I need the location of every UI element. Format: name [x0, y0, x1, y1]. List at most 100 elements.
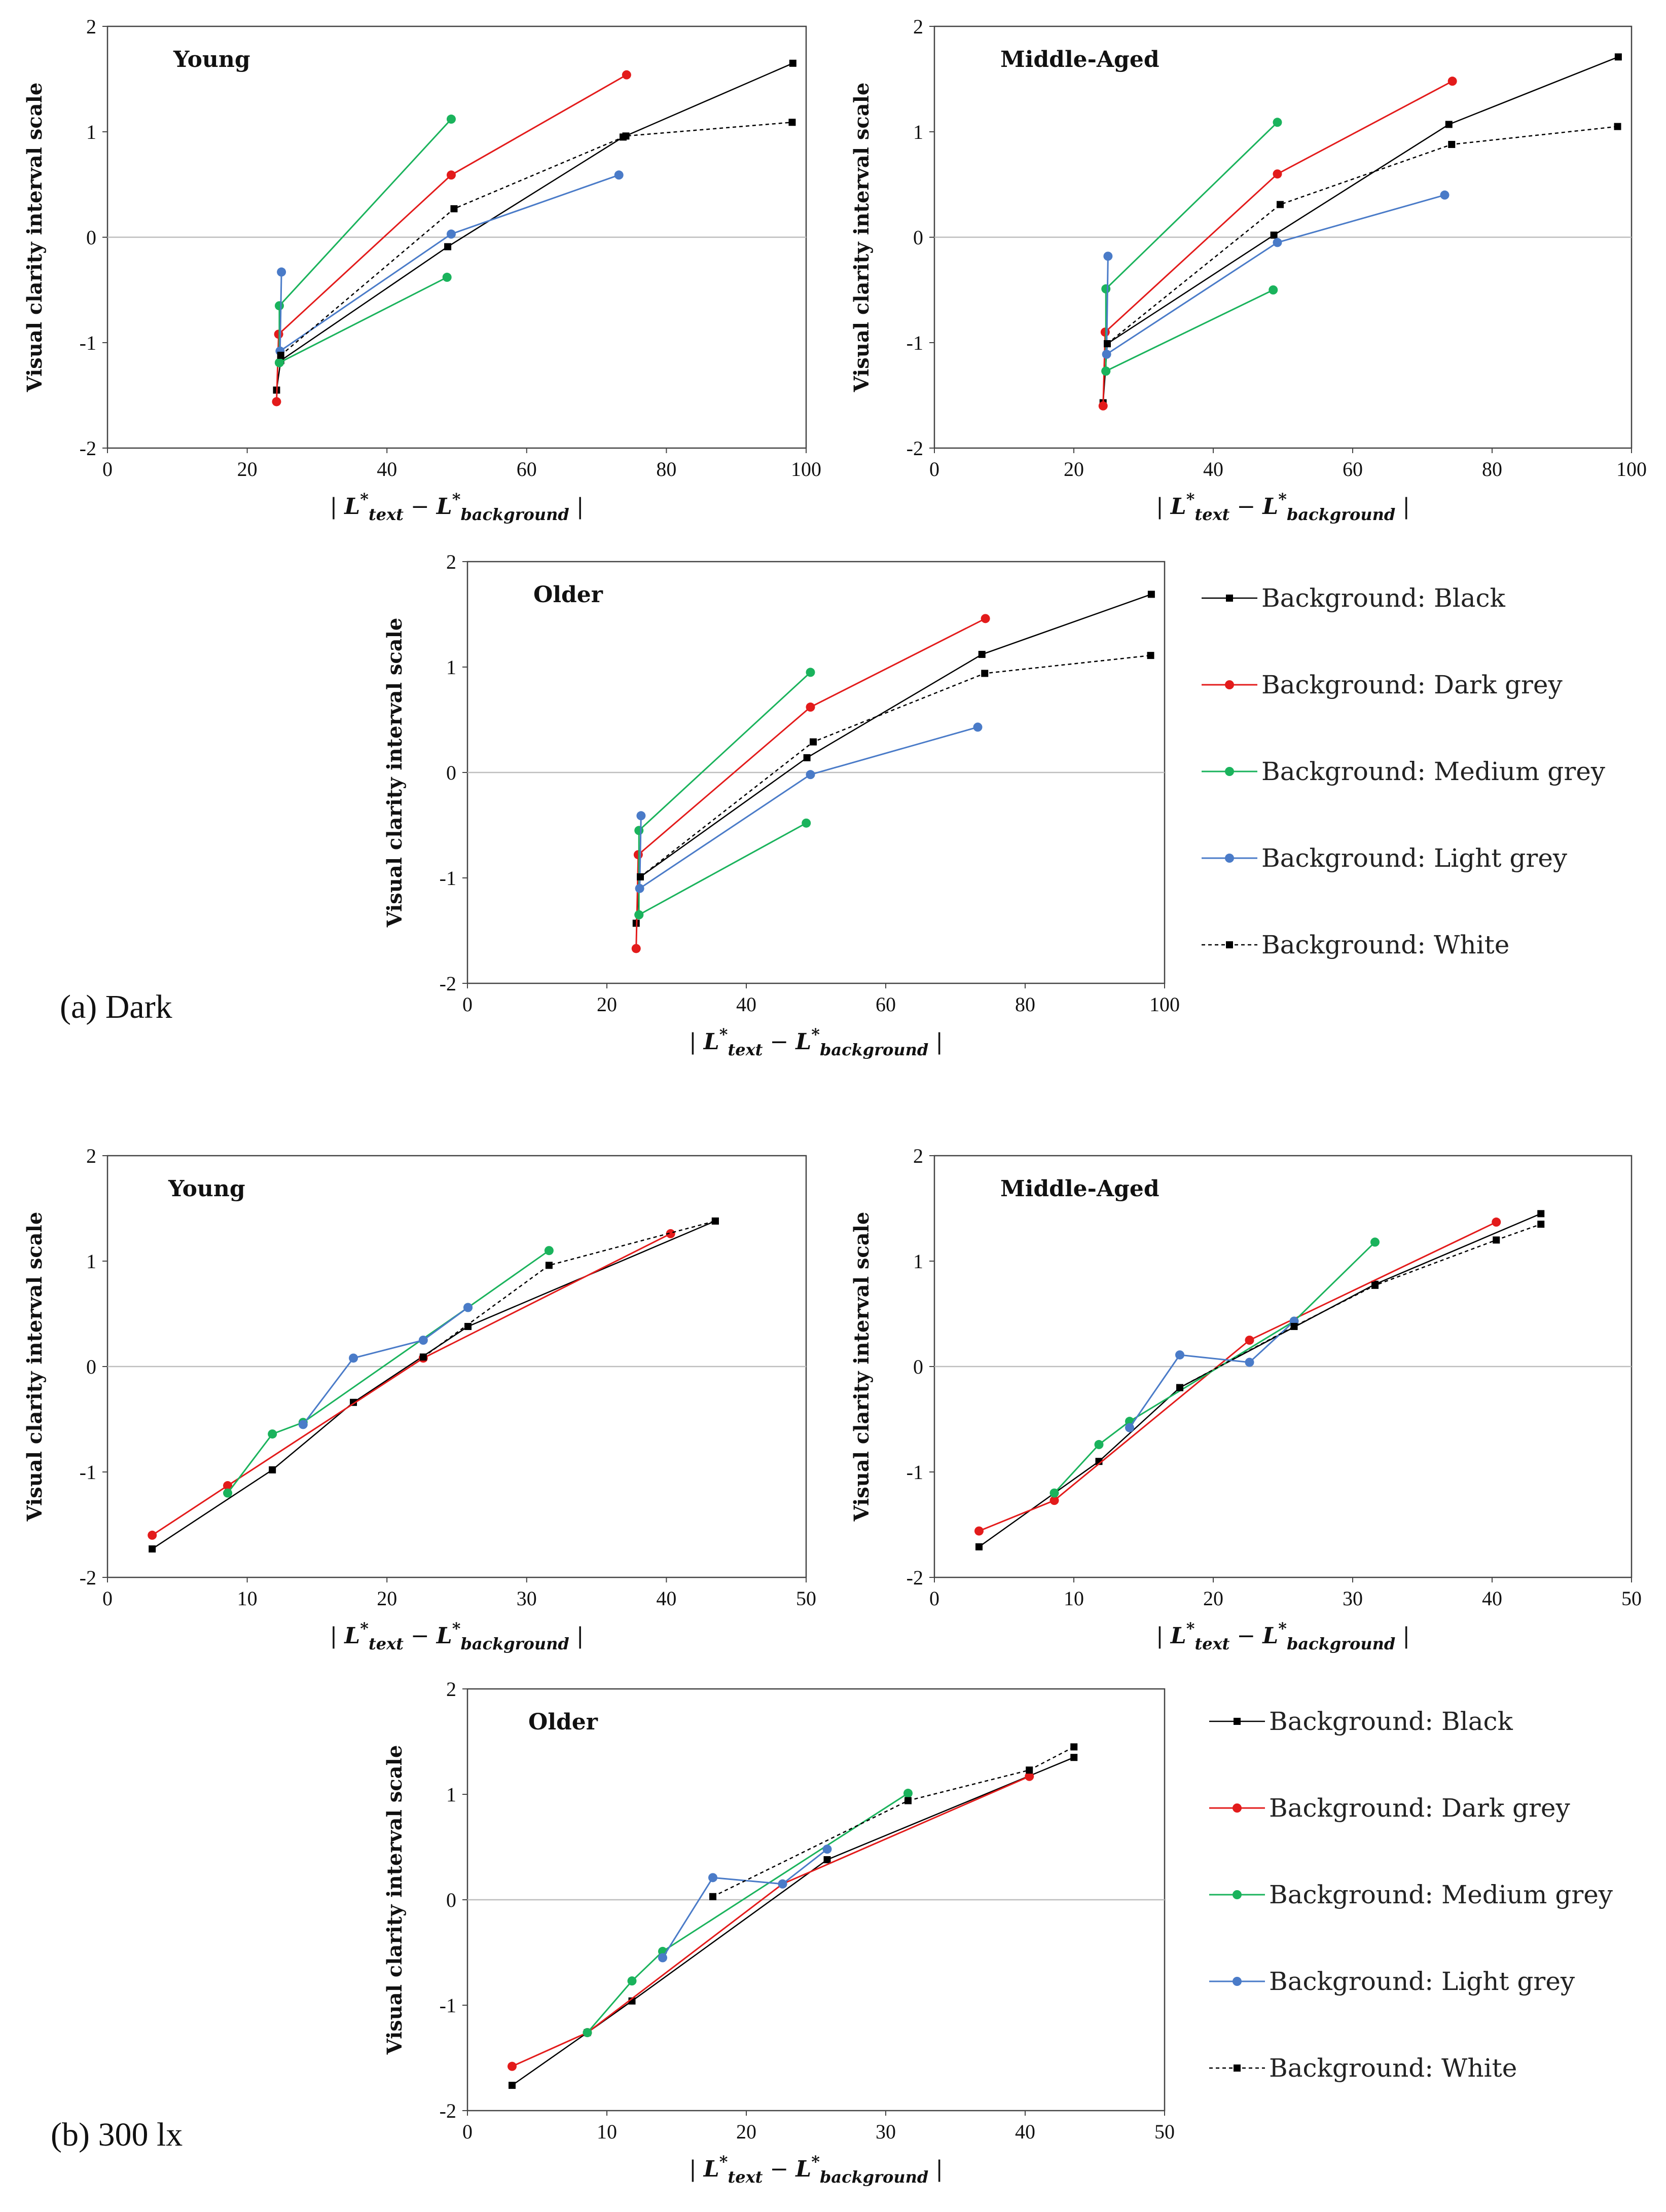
- legend-item-background-white: Background: White: [1202, 930, 1509, 960]
- x-axis-label: | L*text − L*background |: [1156, 490, 1410, 524]
- series-background-medium-grey: [223, 1246, 554, 1498]
- x-axis-label-part: text: [369, 1634, 404, 1653]
- series-line: [278, 119, 452, 363]
- data-point: [1101, 284, 1111, 293]
- x-tick-label: 20: [1203, 1587, 1223, 1610]
- x-axis-label-part: *: [452, 490, 461, 509]
- y-tick-label: -2: [440, 2099, 456, 2122]
- y-tick-label: -2: [907, 437, 923, 460]
- series-line: [587, 1792, 909, 2034]
- data-point: [442, 273, 452, 282]
- series-background-black: [1099, 53, 1622, 407]
- series-line-branch: [279, 276, 448, 363]
- series-background-white: [709, 1743, 1078, 1900]
- x-tick-label: 0: [102, 1587, 113, 1610]
- chart-panel-3: 0 20 40 60 80 100 -2 -1 0 1 2 Visual clarity interv…: [383, 550, 1180, 1059]
- data-point: [277, 351, 284, 359]
- series-background-medium-grey: [1101, 118, 1282, 376]
- y-axis-label: Visual clarity interval scale: [383, 1745, 407, 2055]
- y-tick-label: 2: [913, 1145, 923, 1167]
- x-tick-label: 20: [597, 993, 617, 1016]
- x-tick-label: 40: [656, 1587, 676, 1610]
- legend-swatch-marker: [1233, 1803, 1242, 1813]
- y-tick-label: 2: [446, 1678, 456, 1701]
- data-point: [708, 1873, 717, 1883]
- data-point: [975, 1543, 983, 1551]
- data-point: [274, 358, 284, 367]
- data-point: [446, 229, 456, 239]
- x-tick-label: 40: [1203, 458, 1223, 481]
- data-point: [788, 119, 796, 126]
- y-tick-label: -1: [80, 1461, 96, 1484]
- legend-label: Background: Light grey: [1269, 1967, 1575, 1996]
- data-point: [981, 670, 989, 677]
- series-line: [1129, 1320, 1295, 1428]
- x-tick-label: 20: [1064, 458, 1084, 481]
- data-point: [903, 1788, 913, 1798]
- x-tick-label: 40: [1482, 1587, 1502, 1610]
- data-point: [973, 722, 983, 732]
- x-tick-label: 60: [517, 458, 537, 481]
- x-axis-label: | L*text − L*background |: [689, 2152, 943, 2187]
- x-axis-label-part: background: [1287, 1634, 1395, 1653]
- x-axis-label-part: |: [1156, 1623, 1171, 1649]
- legend-2: Background: Black Background: Dark grey Ba…: [1209, 1707, 1613, 2083]
- legend-swatch-marker: [1234, 2064, 1241, 2072]
- series-line: [275, 74, 627, 402]
- chart-panel-1: 0 20 40 60 80 100 -2 -1 0 1 2 Visual clarity interv…: [23, 15, 821, 524]
- x-axis-label-part: L: [436, 1623, 452, 1649]
- series-line: [662, 1848, 828, 1959]
- section-label-dark: (a) Dark: [60, 988, 172, 1025]
- panel-title: Young: [173, 47, 250, 72]
- data-point: [1049, 1488, 1059, 1498]
- series-line: [512, 1776, 1030, 2068]
- series-background-light-grey: [298, 1303, 473, 1429]
- data-point: [1245, 1336, 1254, 1345]
- y-tick-label: 2: [86, 15, 96, 38]
- data-point: [806, 703, 815, 712]
- x-axis-label-part: *: [360, 1619, 369, 1638]
- x-axis-label-part: L: [794, 2156, 811, 2182]
- y-tick-label: 2: [446, 550, 456, 573]
- x-axis-label: | L*text − L*background |: [330, 490, 584, 524]
- series-background-black: [975, 1210, 1545, 1551]
- data-point: [349, 1353, 358, 1363]
- x-tick-label: 40: [736, 993, 756, 1016]
- chart-panel-2: 0 20 40 60 80 100 -2 -1 0 1 2 Visual clarity interv…: [850, 15, 1647, 524]
- data-point: [636, 811, 646, 821]
- data-point: [1614, 123, 1621, 130]
- data-point: [778, 1879, 787, 1889]
- data-point: [298, 1420, 308, 1429]
- legend-item-background-light-grey: Background: Light grey: [1202, 843, 1568, 873]
- x-axis-label-part: background: [820, 1040, 928, 1059]
- data-point: [1103, 251, 1113, 261]
- data-point: [1147, 652, 1154, 659]
- legend-item-background-medium-grey: Background: Medium grey: [1202, 757, 1606, 786]
- y-tick-label: 0: [86, 226, 96, 249]
- data-point: [583, 2028, 592, 2038]
- x-axis-label-part: L: [343, 494, 360, 520]
- data-point: [1176, 1384, 1183, 1391]
- series-background-dark-grey: [508, 1772, 1034, 2071]
- x-axis-label-part: −: [763, 1029, 795, 1055]
- x-tick-label: 80: [1482, 458, 1502, 481]
- series-line: [1054, 1241, 1376, 1494]
- panel-title: Middle-Aged: [1000, 47, 1160, 72]
- x-axis-label-part: *: [452, 1619, 461, 1638]
- series-background-light-grey: [1102, 190, 1450, 359]
- legend-1: Background: Black Background: Dark grey Ba…: [1202, 583, 1606, 960]
- panel-title: Young: [168, 1176, 245, 1202]
- data-point: [1269, 285, 1278, 294]
- chart-panel-6: 0 10 20 30 40 50 -2 -1 0 1 2 Visual clarity interva…: [383, 1678, 1175, 2187]
- data-point: [545, 1262, 553, 1269]
- x-tick-label: 30: [517, 1587, 537, 1610]
- x-tick-label: 50: [1154, 2120, 1175, 2143]
- data-point: [622, 132, 630, 140]
- data-point: [1447, 77, 1457, 86]
- data-point: [463, 1303, 473, 1312]
- data-point: [822, 1845, 832, 1854]
- data-point: [544, 1246, 554, 1256]
- x-axis-label-part: L: [703, 1029, 719, 1055]
- series-line: [640, 654, 1151, 877]
